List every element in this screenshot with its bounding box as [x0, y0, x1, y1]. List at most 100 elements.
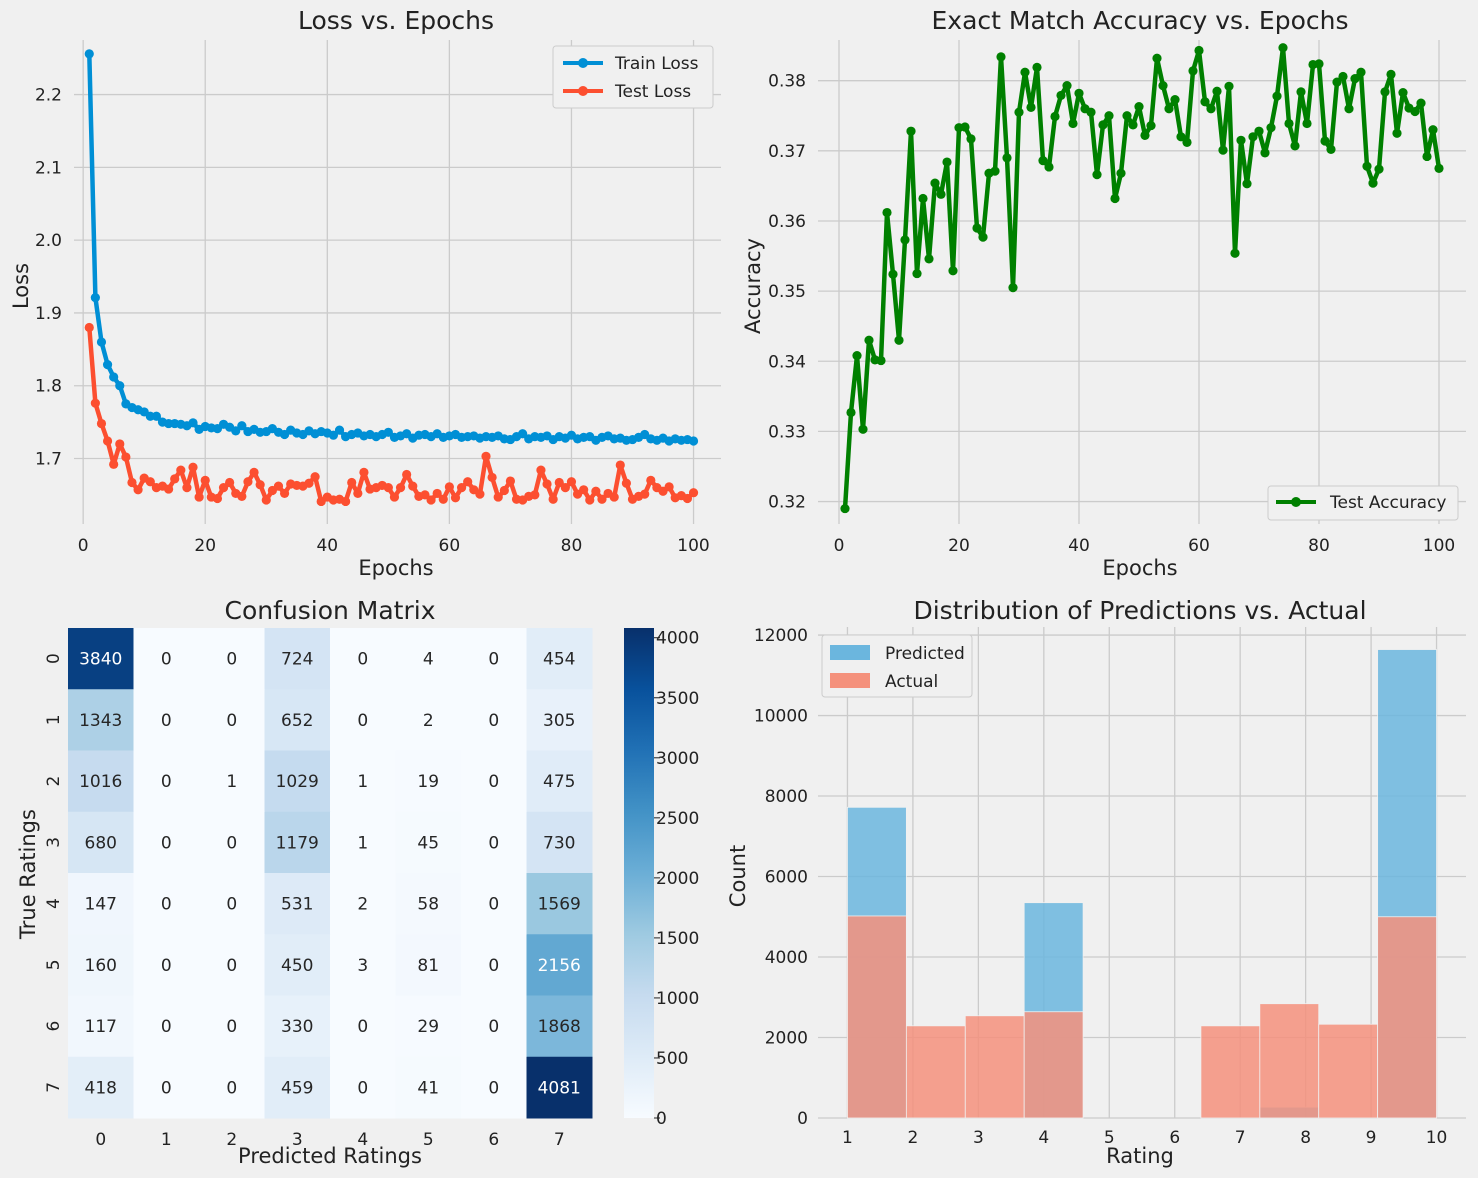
accuracy-chart-point-test-accuracy [924, 254, 934, 264]
loss-chart-point-test-loss [530, 490, 540, 500]
loss-chart-point-test-loss [176, 465, 186, 475]
distribution-ytick-label: 8000 [765, 787, 808, 807]
confusion-cell [199, 995, 265, 1058]
accuracy-chart-point-test-accuracy [1356, 67, 1366, 77]
confusion-cell-value: 0 [161, 772, 172, 792]
distribution-ytick-label: 0 [797, 1109, 808, 1129]
confusion-cell [133, 689, 200, 751]
loss-chart-point-test-loss [499, 485, 509, 496]
confusion-cell-value: 730 [543, 833, 575, 853]
accuracy-chart-point-test-accuracy [1380, 87, 1390, 97]
confusion-cell-value: 0 [161, 711, 172, 731]
accuracy-chart-ytick-label: 0.32 [768, 493, 806, 513]
legend-train-loss-label: Train Loss [614, 54, 699, 74]
confusion-cell-value: 4081 [538, 1078, 581, 1098]
confusion-xtick-label: 3 [292, 1130, 303, 1150]
confusion-cell [526, 628, 593, 690]
accuracy-chart-point-test-accuracy [1218, 145, 1228, 155]
accuracy-chart-xtick-label: 0 [834, 536, 845, 556]
accuracy-chart-point-test-accuracy [1032, 62, 1042, 72]
confusion-cell-value: 1 [357, 833, 368, 853]
accuracy-chart-ytick-label: 0.35 [768, 282, 806, 302]
confusion-ytick-label: 5 [44, 959, 64, 970]
confusion-cell [461, 934, 527, 996]
confusion-cell [68, 689, 134, 751]
distribution-xtick-label: 6 [1169, 1128, 1180, 1148]
accuracy-chart-point-test-accuracy [1314, 59, 1324, 69]
accuracy-chart-point-test-accuracy [942, 157, 952, 167]
accuracy-chart-ylabel: Accuracy [741, 238, 765, 334]
confusion-cell [461, 873, 527, 935]
confusion-cell-value: 1 [226, 772, 237, 792]
loss-chart-point-test-loss [84, 322, 94, 333]
confusion-cell-value: 0 [488, 895, 499, 915]
accuracy-chart-point-test-accuracy [1206, 104, 1216, 114]
loss-chart-xtick-label: 0 [78, 536, 89, 556]
loss-chart-point-test-loss [164, 484, 174, 494]
accuracy-chart-point-test-accuracy [1086, 107, 1096, 117]
loss-chart-point-test-loss [585, 495, 595, 505]
accuracy-chart-point-test-accuracy [972, 223, 982, 233]
histogram-bar-actual [1200, 1025, 1261, 1119]
distribution-xtick-label: 5 [1104, 1128, 1115, 1148]
loss-chart-point-test-loss [646, 475, 656, 485]
confusion-cell-value: 1016 [79, 772, 122, 792]
confusion-cell [461, 689, 527, 751]
confusion-cell-value: 454 [543, 650, 575, 670]
accuracy-chart-point-test-accuracy [1428, 125, 1438, 135]
confusion-cell [461, 811, 527, 874]
loss-chart-point-train-loss [115, 381, 125, 391]
confusion-cell-value: 450 [281, 956, 313, 976]
accuracy-chart-point-test-accuracy [1224, 81, 1234, 91]
loss-chart-point-test-loss [432, 488, 442, 499]
loss-chart-point-test-loss [279, 488, 290, 499]
distribution-xtick-label: 7 [1235, 1128, 1246, 1148]
confusion-cell-value: 724 [281, 650, 313, 670]
confusion-matrix-xlabel: Predicted Ratings [238, 1144, 422, 1168]
confusion-cell-value: 0 [161, 895, 172, 915]
loss-chart-xtick-label: 40 [316, 536, 338, 556]
confusion-cell [68, 1056, 134, 1119]
accuracy-chart-xtick-label: 20 [948, 536, 970, 556]
accuracy-chart: 0 20 40 60 80 100 0.32 0.33 0.34 0.35 0.36 0.37 0.38… [741, 6, 1466, 580]
confusion-cell-value: 1179 [276, 833, 319, 853]
confusion-cell [395, 689, 462, 751]
accuracy-chart-point-test-accuracy [1140, 130, 1150, 140]
confusion-cell-value: 0 [161, 833, 172, 853]
confusion-cell-value: 0 [226, 650, 237, 670]
accuracy-chart-point-test-accuracy [1338, 71, 1348, 82]
confusion-cell-value: 0 [488, 650, 499, 670]
confusion-cell [330, 995, 396, 1058]
confusion-cell [199, 934, 265, 996]
confusion-cell [395, 628, 462, 690]
accuracy-chart-point-test-accuracy [930, 178, 940, 188]
loss-chart-point-train-loss [151, 411, 162, 421]
loss-chart-point-test-loss [444, 482, 454, 492]
loss-chart-ytick-label: 2.0 [35, 231, 62, 251]
histogram-bar-actual [964, 1015, 1025, 1119]
distribution-xtick-label: 2 [907, 1128, 918, 1148]
accuracy-chart-point-test-accuracy [1368, 178, 1378, 188]
distribution-xtick-label: 1 [842, 1128, 853, 1148]
loss-chart-legend: Train Loss Test Loss [552, 45, 714, 109]
accuracy-chart-point-test-accuracy [1026, 102, 1036, 112]
confusion-cell-value: 3 [357, 956, 368, 976]
confusion-xtick-label: 2 [226, 1130, 237, 1150]
accuracy-chart-point-test-accuracy [840, 503, 850, 514]
confusion-ytick-label: 0 [44, 653, 64, 664]
loss-chart-point-test-loss [438, 494, 448, 504]
confusion-ytick-label: 4 [44, 898, 64, 909]
confusion-cell [133, 811, 200, 874]
confusion-xtick-label: 1 [161, 1130, 172, 1150]
histogram-bar-actual [905, 1025, 966, 1119]
loss-chart-ylabel: Loss [9, 263, 33, 309]
colorbar [624, 628, 654, 1118]
confusion-cell [330, 811, 396, 874]
confusion-cell [395, 811, 462, 874]
confusion-cell-value: 1569 [538, 895, 581, 915]
distribution-ytick-label: 6000 [765, 868, 808, 888]
loss-chart-point-train-loss [237, 421, 247, 431]
confusion-cell-value: 0 [226, 711, 237, 731]
confusion-cell [330, 934, 396, 996]
confusion-cell-value: 0 [488, 1017, 499, 1037]
